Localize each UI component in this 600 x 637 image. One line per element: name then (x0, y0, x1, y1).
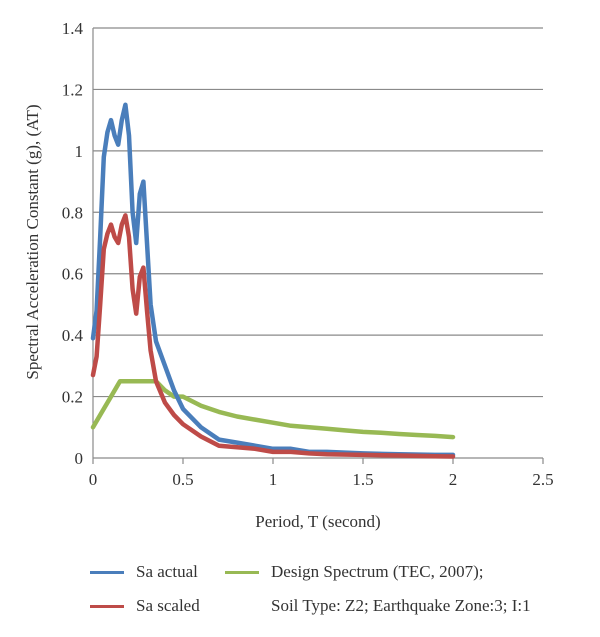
legend-label-sa-actual: Sa actual (136, 562, 198, 581)
y-tick-label: 0 (75, 449, 84, 468)
y-tick-label: 0.8 (62, 203, 83, 222)
x-tick-label: 2.5 (532, 470, 553, 489)
x-tick-label: 0.5 (172, 470, 193, 489)
y-tick-label: 1.4 (62, 19, 84, 38)
design-spectrum-line (90, 378, 456, 440)
axes (92, 28, 544, 464)
y-tick-labels: 0 0.2 0.4 0.6 0.8 1 1.2 1.4 (62, 19, 84, 468)
legend-swatch-sa-actual (90, 570, 124, 574)
sa-scaled-line (90, 213, 456, 459)
gridlines (93, 27, 543, 398)
x-tick-label: 1 (269, 470, 278, 489)
series-lines (90, 102, 456, 459)
legend: Sa actual Sa scaled Design Spectrum (TEC… (80, 554, 590, 634)
x-axis-title: Period, T (second) (255, 512, 380, 531)
y-tick-label: 0.2 (62, 388, 83, 407)
y-tick-label: 1.2 (62, 80, 83, 99)
y-tick-label: 1 (75, 142, 84, 161)
y-tick-label: 0.4 (62, 326, 84, 345)
x-tick-label: 2 (449, 470, 458, 489)
x-tick-label: 1.5 (352, 470, 373, 489)
legend-swatch-sa-scaled (90, 604, 124, 608)
legend-note-soil-type: Soil Type: Z2; Earthquake Zone:3; I:1 (271, 596, 531, 615)
legend-label-design-spectrum: Design Spectrum (TEC, 2007); (271, 562, 484, 581)
sa-actual-line (90, 102, 456, 458)
line-chart: 0 0.2 0.4 0.6 0.8 1 1.2 1.4 0 0.5 1 1.5 2 2.5 Period… (23, 19, 554, 531)
legend-item-design-spectrum: Design Spectrum (TEC, 2007); (225, 562, 483, 582)
legend-swatch-design-spectrum (225, 570, 259, 574)
y-axis-title: Spectral Acceleration Constant (g), (AT) (23, 104, 42, 379)
x-tick-label: 0 (89, 470, 98, 489)
legend-item-sa-scaled: Sa scaled (90, 596, 200, 616)
x-tick-labels: 0 0.5 1 1.5 2 2.5 (89, 470, 554, 489)
y-tick-label: 0.6 (62, 265, 83, 284)
legend-item-sa-actual: Sa actual (90, 562, 198, 582)
legend-label-sa-scaled: Sa scaled (136, 596, 200, 615)
